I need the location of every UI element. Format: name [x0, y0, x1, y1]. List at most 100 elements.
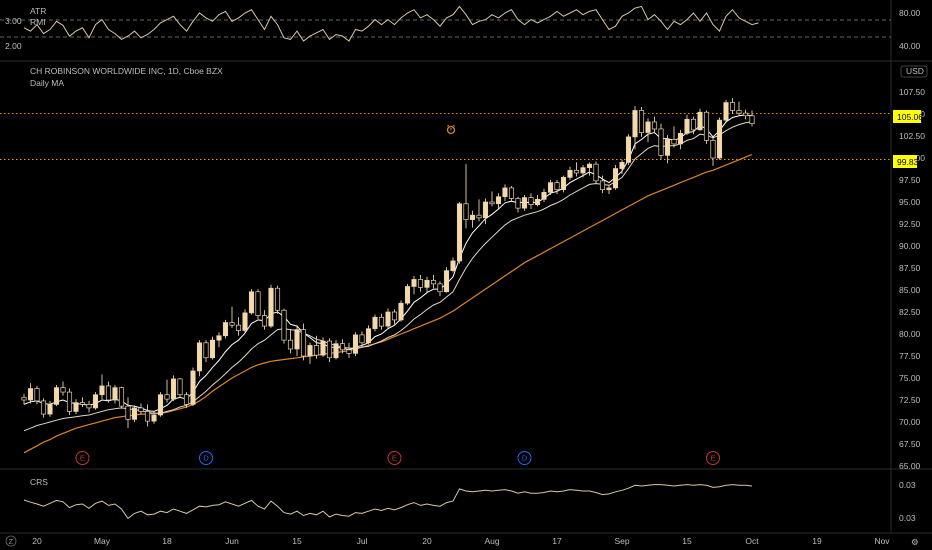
candle — [580, 165, 586, 178]
earnings-marker[interactable]: E — [75, 451, 90, 465]
candle — [281, 308, 287, 344]
last-price-value: 105.06 — [897, 112, 923, 122]
candle-body-down — [703, 111, 710, 141]
candle — [131, 405, 138, 422]
candle — [677, 129, 684, 150]
candle-body-up — [534, 199, 541, 205]
candle-body-down — [671, 139, 677, 145]
symbol-title: CH ROBINSON WORLDWIDE INC, 1D, Cboe BZX — [30, 66, 223, 76]
candle — [664, 135, 671, 164]
candle-body-up — [645, 121, 651, 133]
time-axis-label: 20 — [422, 536, 432, 546]
candle — [86, 400, 92, 413]
indicator-label: Daily MA — [30, 78, 64, 88]
candle-body-down — [183, 394, 190, 405]
candle-body-up — [560, 177, 567, 191]
candle — [521, 194, 528, 211]
candle — [34, 385, 40, 405]
alarm-clock-icon[interactable] — [446, 124, 456, 135]
candle — [430, 275, 437, 289]
currency-label[interactable]: USD — [906, 66, 924, 76]
candle — [567, 166, 573, 180]
candle-body-down — [21, 397, 27, 401]
candle-body-down — [40, 400, 47, 415]
event-marker-label: E — [80, 454, 85, 463]
candle — [671, 126, 677, 148]
candle — [463, 164, 469, 229]
candle — [547, 180, 554, 195]
candle-body-down — [229, 322, 235, 326]
candle-body-up — [580, 167, 586, 174]
candle-body-up — [242, 312, 248, 331]
time-axis-label: Nov — [874, 536, 890, 546]
candle — [53, 385, 60, 407]
candle — [118, 386, 125, 409]
candle-body-down — [508, 187, 515, 199]
candle — [515, 196, 521, 213]
candle-body-up — [723, 102, 729, 121]
candle — [645, 118, 651, 143]
timezone-button[interactable]: Z — [5, 535, 17, 547]
candle-body-down — [66, 391, 73, 412]
candle — [482, 198, 489, 224]
settings-button[interactable]: ⚙ — [902, 534, 928, 548]
candle-body-down — [528, 197, 534, 205]
time-axis-label: 15 — [682, 536, 692, 546]
candle — [313, 335, 320, 359]
candle-body-down — [326, 340, 333, 359]
event-marker-label: D — [203, 454, 209, 463]
candle — [651, 116, 658, 134]
earnings-marker[interactable]: E — [706, 451, 720, 465]
candle — [326, 338, 333, 363]
level-price-value: 99.83 — [897, 157, 919, 167]
candle-body-up — [586, 163, 593, 169]
time-axis-label: Jul — [357, 536, 368, 546]
candle-body-down — [437, 283, 443, 293]
candle-body-down — [710, 140, 716, 159]
candle-body-down — [261, 315, 268, 327]
candle — [47, 400, 53, 417]
candle — [333, 340, 339, 360]
time-axis-label: 17 — [552, 536, 562, 546]
earnings-marker[interactable]: E — [387, 451, 402, 465]
candle-body-up — [92, 394, 99, 409]
candle-body-down — [749, 115, 755, 125]
rmi-tick-upper: 80.00 — [899, 8, 921, 18]
candle — [378, 313, 385, 330]
candle — [27, 383, 34, 404]
price-tick-label: 82.50 — [899, 307, 921, 317]
candle — [742, 109, 749, 120]
candle-body-up — [547, 182, 554, 193]
candle-body-down — [300, 329, 307, 357]
price-tick-label: 95.00 — [899, 197, 921, 207]
candle-body-down — [79, 402, 86, 405]
candle-body-down — [430, 279, 437, 285]
candle — [723, 99, 729, 123]
candle-body-up — [456, 203, 463, 262]
time-axis-label: 18 — [162, 536, 172, 546]
candle-body-up — [521, 197, 528, 209]
time-axis-label: May — [94, 536, 111, 546]
candle — [729, 98, 736, 114]
candle — [443, 267, 450, 293]
candle — [112, 385, 118, 404]
candle-body-up — [482, 201, 489, 219]
candle-body-down — [742, 112, 749, 117]
price-tick-label: 70.00 — [899, 417, 921, 427]
candle — [489, 191, 495, 207]
candle — [261, 310, 268, 330]
currency-box[interactable] — [900, 65, 928, 78]
event-marker-circle — [706, 451, 720, 465]
candle-body-up — [112, 387, 118, 401]
candle — [424, 276, 430, 293]
candle — [235, 317, 242, 336]
candle — [274, 285, 281, 314]
dividend-marker[interactable]: D — [517, 451, 532, 465]
candle — [606, 185, 612, 195]
price-tick-label: 102.50 — [899, 131, 925, 141]
candle-body-down — [690, 118, 697, 131]
candle-body-down — [144, 411, 151, 422]
candle — [138, 403, 144, 415]
dividend-marker[interactable]: D — [199, 451, 213, 465]
candle-body-down — [203, 342, 209, 359]
